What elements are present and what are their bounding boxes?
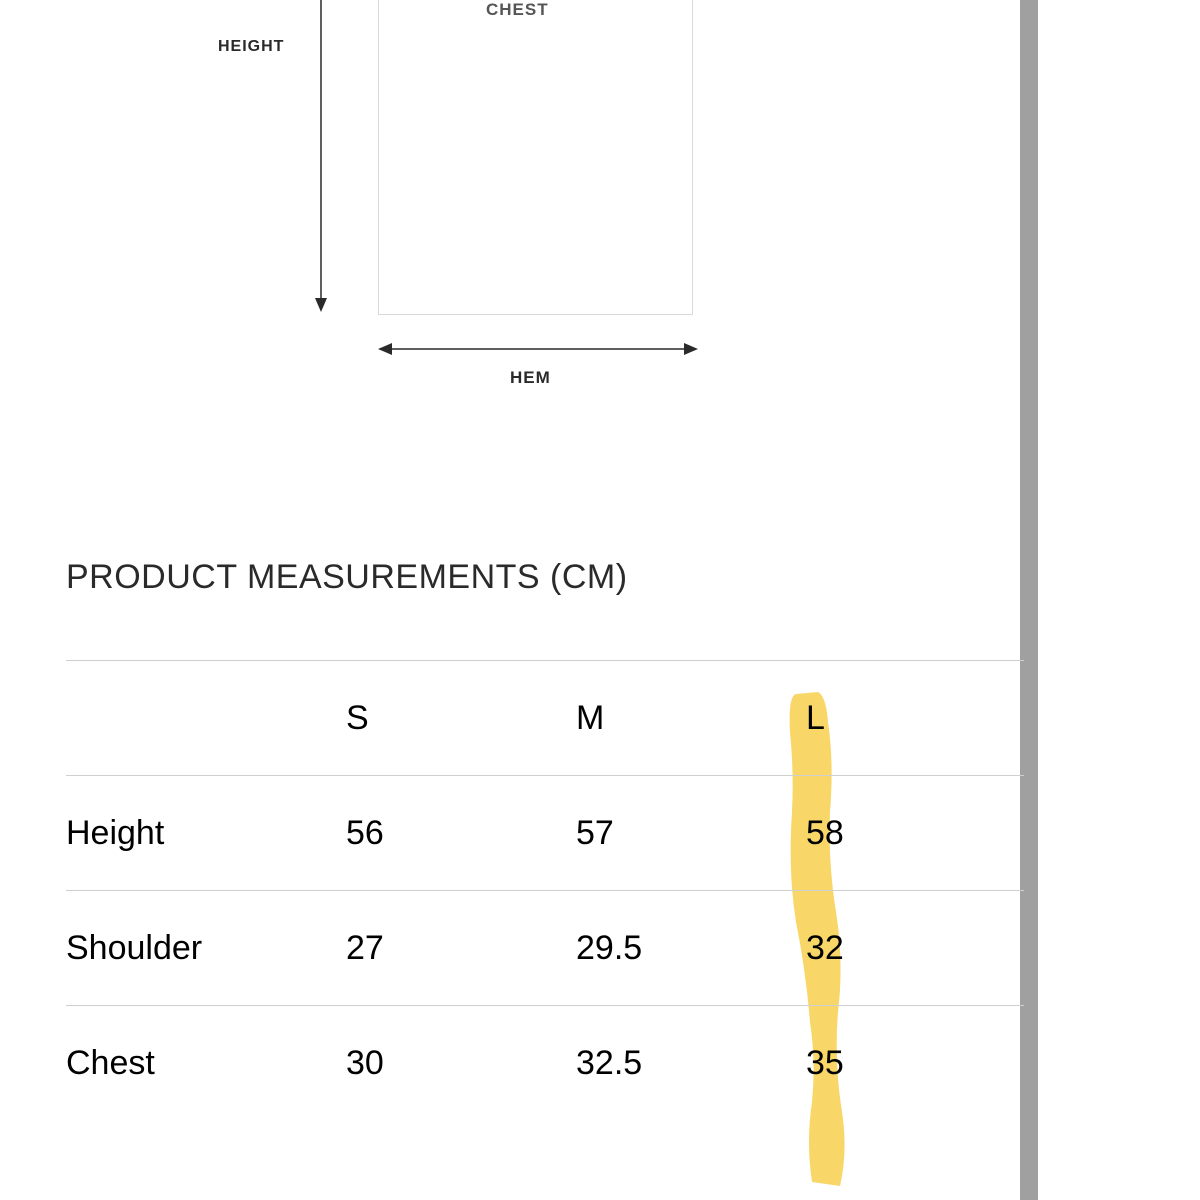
table-header-blank <box>66 661 346 776</box>
row-label: Chest <box>66 1006 346 1121</box>
cell-value: 35 <box>806 1006 1024 1121</box>
section-title: PRODUCT MEASUREMENTS (CM) <box>66 558 628 597</box>
cell-value: 57 <box>576 776 806 891</box>
table-header-l: L <box>806 661 1024 776</box>
height-label: HEIGHT <box>218 38 284 56</box>
row-label: Shoulder <box>66 891 346 1006</box>
height-arrow <box>312 0 332 315</box>
table-row: Shoulder 27 29.5 32 <box>66 891 1024 1006</box>
cell-value: 56 <box>346 776 576 891</box>
hem-arrow <box>378 340 698 360</box>
page-content: CHEST HEIGHT HEM PRODUCT MEASUREMENTS (C… <box>0 0 1020 1200</box>
cell-value: 32 <box>806 891 1024 1006</box>
measurement-diagram: CHEST HEIGHT HEM <box>0 0 1020 410</box>
right-margin <box>1038 0 1200 1200</box>
chest-label: CHEST <box>486 0 549 20</box>
table-row: Height 56 57 58 <box>66 776 1024 891</box>
row-label: Height <box>66 776 346 891</box>
table-row: Chest 30 32.5 35 <box>66 1006 1024 1121</box>
measurements-table-wrap: S M L Height 56 57 58 Shoulder 27 29.5 3… <box>66 660 1024 1121</box>
cell-value: 27 <box>346 891 576 1006</box>
table-header-m: M <box>576 661 806 776</box>
shirt-outline-box <box>378 0 693 315</box>
cell-value: 58 <box>806 776 1024 891</box>
hem-label: HEM <box>510 368 551 388</box>
cell-value: 32.5 <box>576 1006 806 1121</box>
cell-value: 29.5 <box>576 891 806 1006</box>
table-header-row: S M L <box>66 661 1024 776</box>
table-header-s: S <box>346 661 576 776</box>
measurements-table: S M L Height 56 57 58 Shoulder 27 29.5 3… <box>66 660 1024 1121</box>
cell-value: 30 <box>346 1006 576 1121</box>
